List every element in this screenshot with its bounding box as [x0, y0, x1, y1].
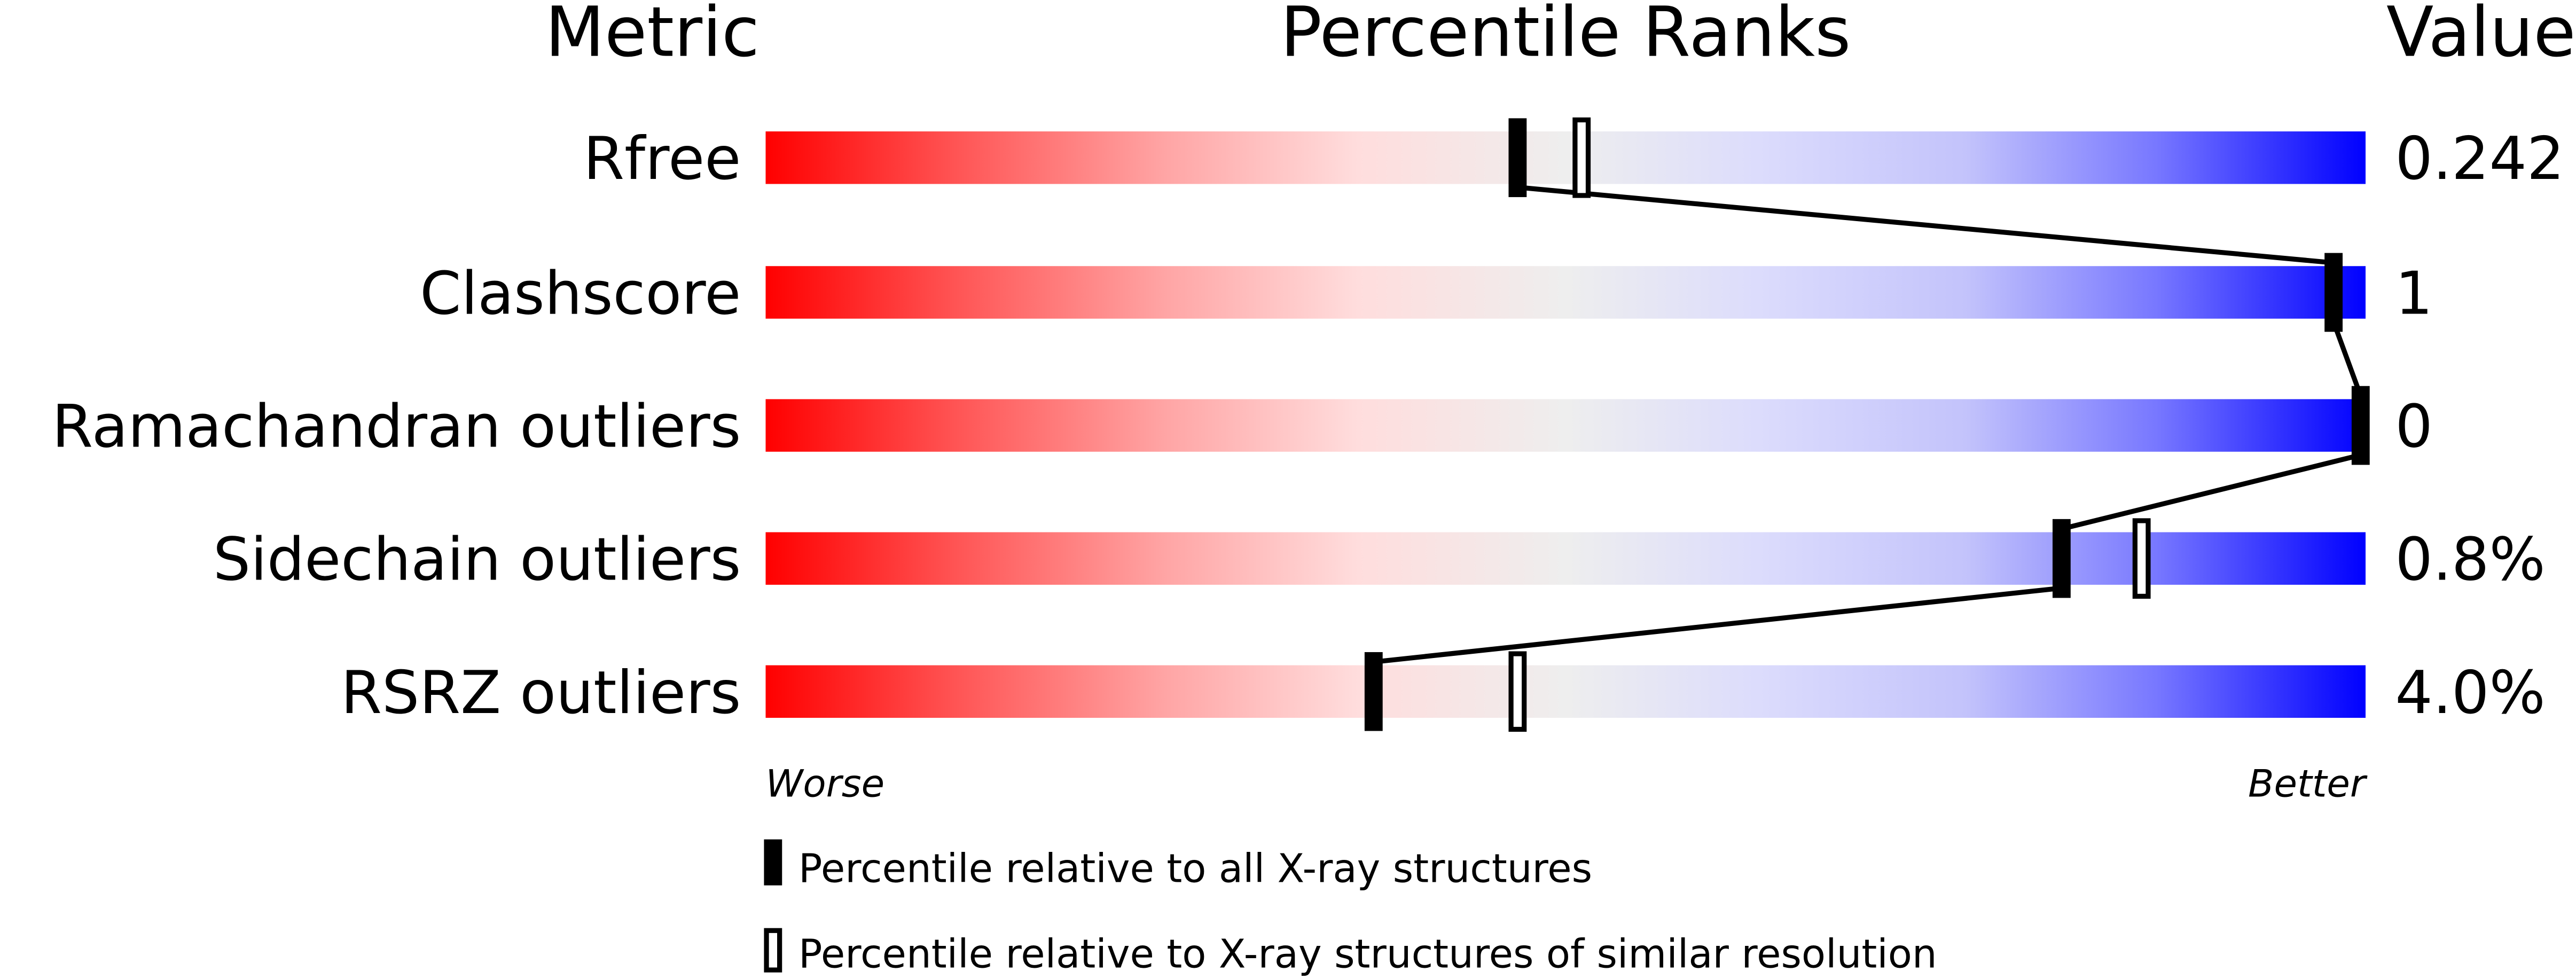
connector-line	[1373, 185, 2363, 665]
worse-label: Worse	[765, 762, 884, 806]
legend-filled-marker-icon	[764, 839, 782, 886]
metric-value: 0.8%	[2395, 526, 2545, 594]
percentile-bar	[765, 266, 2366, 319]
marker-similar-resolution	[1572, 117, 1591, 198]
metric-value: 0	[2395, 393, 2432, 461]
marker-all-structures	[2351, 386, 2370, 465]
metric-label: RSRZ outliers	[341, 659, 741, 727]
percentile-bar	[765, 665, 2366, 718]
metric-label: Clashscore	[420, 259, 741, 328]
better-label: Better	[2248, 762, 2368, 806]
marker-all-structures	[2324, 253, 2343, 332]
marker-all-structures	[2052, 519, 2071, 598]
percentile-bar	[765, 532, 2366, 585]
metric-value: 1	[2395, 259, 2432, 328]
marker-similar-resolution	[2132, 518, 2151, 599]
metric-label: Rfree	[583, 124, 741, 193]
percentile-bar	[765, 131, 2366, 184]
marker-all-structures	[1364, 652, 1383, 731]
marker-all-structures	[1508, 118, 1527, 198]
metric-label: Ramachandran outliers	[52, 393, 741, 461]
header-metric: Metric	[545, 0, 760, 73]
legend-label-all: Percentile relative to all X-ray structu…	[798, 846, 1592, 892]
metric-value: 0.242	[2395, 124, 2564, 193]
metric-label: Sidechain outliers	[213, 526, 741, 594]
header-percentile-ranks: Percentile Ranks	[1280, 0, 1851, 73]
legend-open-marker-icon	[764, 928, 782, 973]
header-value: Value	[2386, 0, 2576, 73]
marker-similar-resolution	[1508, 651, 1527, 732]
legend-label-similar: Percentile relative to X-ray structures …	[798, 931, 1937, 977]
metric-value: 4.0%	[2395, 659, 2545, 727]
percentile-bar	[765, 399, 2366, 452]
